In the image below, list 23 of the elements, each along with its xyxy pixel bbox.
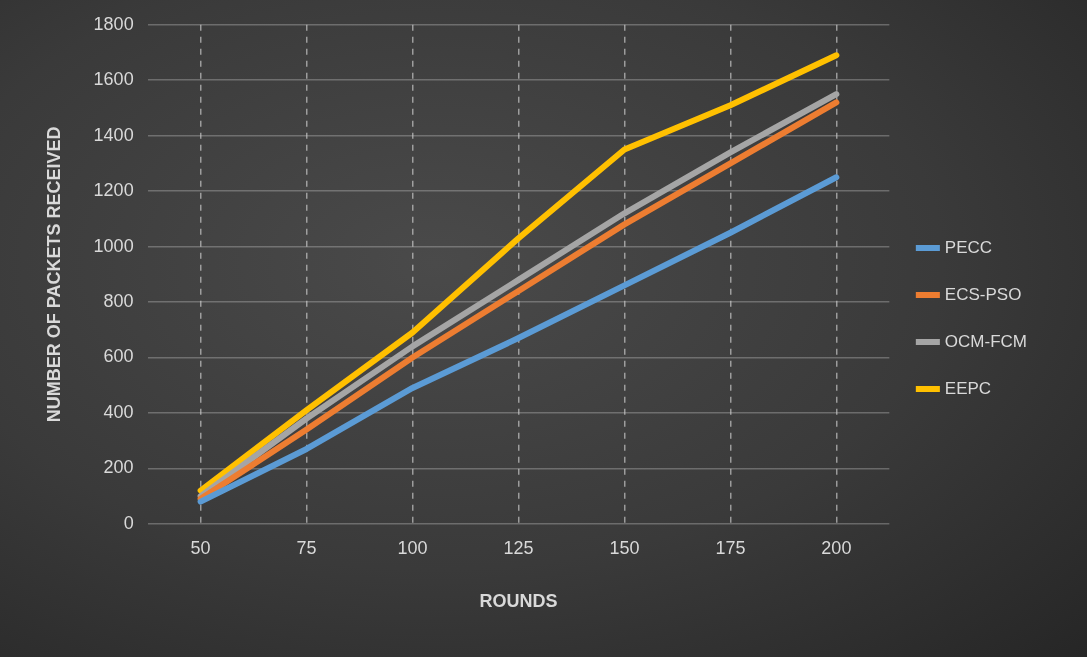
- y-tick-label: 200: [103, 457, 134, 478]
- x-tick-label: 150: [609, 537, 640, 558]
- y-tick-label: 400: [103, 401, 134, 422]
- x-tick-label: 200: [821, 537, 852, 558]
- y-tick-label: 600: [103, 346, 134, 367]
- legend-label: PECC: [944, 237, 993, 257]
- y-tick-label: 1200: [93, 180, 134, 201]
- y-tick-label: 0: [123, 512, 134, 533]
- x-tick-label: 100: [397, 537, 428, 558]
- x-tick-label: 50: [190, 537, 211, 558]
- x-axis-title: ROUNDS: [479, 591, 558, 612]
- y-axis-title: NUMBER OF PACKETS RECEIVED: [43, 126, 64, 423]
- legend-label: ECS-PSO: [944, 284, 1022, 304]
- y-tick-label: 800: [103, 290, 134, 311]
- y-tick-label: 1000: [93, 235, 134, 256]
- y-tick-label: 1800: [93, 13, 134, 34]
- legend-label: EEPC: [944, 378, 992, 398]
- x-tick-label: 125: [503, 537, 534, 558]
- y-tick-label: 1400: [93, 124, 134, 145]
- y-tick-label: 1600: [93, 69, 134, 90]
- legend-label: OCM-FCM: [944, 331, 1028, 351]
- x-tick-label: 175: [715, 537, 746, 558]
- x-tick-label: 75: [296, 537, 317, 558]
